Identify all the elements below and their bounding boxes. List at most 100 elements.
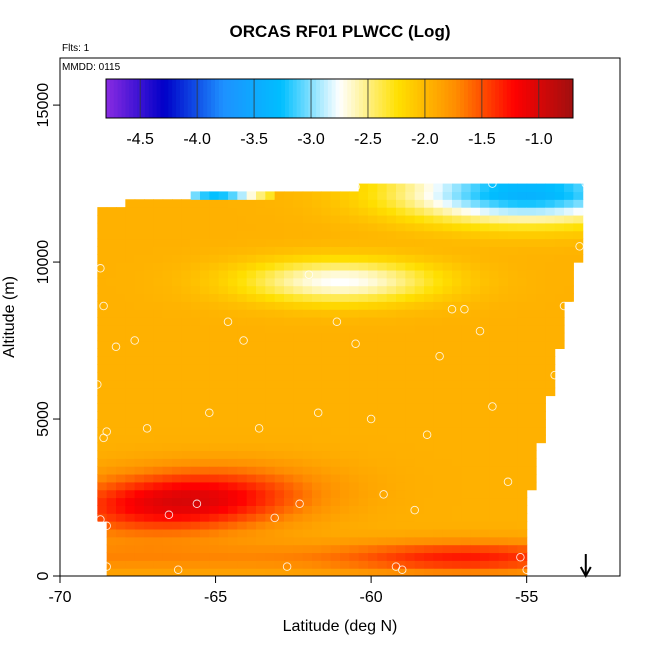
heatmap-cell <box>498 277 509 287</box>
colorbar-segment <box>499 79 504 118</box>
colorbar-segment <box>522 79 527 118</box>
heatmap-cell <box>414 214 425 224</box>
heatmap-cell <box>144 356 154 365</box>
heatmap-cell <box>498 262 509 271</box>
heatmap-cell <box>181 458 192 467</box>
heatmap-cell <box>162 340 173 349</box>
heatmap-cell <box>340 246 350 255</box>
heatmap-cell <box>340 544 350 554</box>
heatmap-cell <box>452 419 462 428</box>
heatmap-cell <box>125 568 136 576</box>
heatmap-cell <box>526 293 537 302</box>
heatmap-cell <box>190 544 201 554</box>
heatmap-cell <box>172 364 182 373</box>
heatmap-cell <box>498 348 509 357</box>
heatmap-cell <box>377 356 388 365</box>
heatmap-cell <box>405 230 416 240</box>
heatmap-cell <box>200 466 210 475</box>
heatmap-cell <box>330 277 341 287</box>
heatmap-cell <box>498 371 509 381</box>
heatmap-cell <box>144 497 154 506</box>
heatmap-cell <box>321 371 332 381</box>
heatmap-cell <box>312 466 322 475</box>
heatmap-cell <box>172 568 182 576</box>
heatmap-cell <box>508 324 518 334</box>
heatmap-cell <box>470 411 481 420</box>
heatmap-cell <box>237 473 248 483</box>
sample-point <box>435 351 444 361</box>
heatmap-cell <box>106 403 117 412</box>
heatmap-cell <box>144 348 154 357</box>
heatmap-cell <box>349 481 360 491</box>
heatmap-cell <box>274 489 285 499</box>
heatmap-cell <box>489 450 500 459</box>
heatmap-cell <box>377 434 388 444</box>
heatmap-cell <box>340 238 350 247</box>
heatmap-cell <box>134 489 145 499</box>
heatmap-cell <box>340 395 350 404</box>
heatmap-cell <box>414 230 425 240</box>
heatmap-cell <box>330 222 341 232</box>
heatmap-cell <box>265 356 276 365</box>
heatmap-cell <box>358 395 369 404</box>
heatmap-cell <box>256 207 266 216</box>
heatmap-cell <box>517 238 528 247</box>
heatmap-cell <box>517 536 528 546</box>
heatmap-cell <box>349 293 360 302</box>
heatmap-cell <box>461 262 472 271</box>
heatmap-cell <box>190 332 201 342</box>
heatmap-cell <box>452 262 462 271</box>
heatmap-cell <box>302 348 313 357</box>
heatmap-cell <box>246 262 257 271</box>
sample-point <box>304 270 314 279</box>
heatmap-cell <box>358 419 369 428</box>
heatmap-cell <box>228 442 238 452</box>
heatmap-cell <box>321 419 332 428</box>
heatmap-cell <box>368 403 378 412</box>
heatmap-cell <box>312 489 322 499</box>
heatmap-cell <box>181 332 192 342</box>
heatmap-cell <box>442 505 453 514</box>
heatmap-cell <box>508 442 518 452</box>
heatmap-cell <box>330 395 341 404</box>
heatmap-cell <box>228 426 238 436</box>
heatmap-cell <box>358 262 369 271</box>
heatmap-cell <box>190 340 201 349</box>
heatmap-cell <box>545 277 556 287</box>
heatmap-cell <box>144 340 154 349</box>
heatmap-cell <box>312 277 322 287</box>
heatmap-cell <box>190 403 201 412</box>
heatmap-cell <box>172 426 182 436</box>
heatmap-cell <box>405 317 416 326</box>
heatmap-cell <box>349 230 360 240</box>
heatmap-cell <box>452 285 462 295</box>
heatmap-cell <box>377 481 388 491</box>
heatmap-cell <box>340 269 350 279</box>
sample-point <box>295 499 304 509</box>
heatmap-cell <box>106 426 117 436</box>
heatmap-cell <box>134 450 145 459</box>
heatmap-cell <box>312 552 322 561</box>
sample-point <box>164 510 174 520</box>
heatmap-cell <box>144 513 154 522</box>
heatmap-cell <box>237 301 248 310</box>
heatmap-cell <box>106 442 117 452</box>
heatmap-cell <box>452 309 462 318</box>
heatmap-cell <box>153 199 164 208</box>
heatmap-cell <box>237 356 248 365</box>
heatmap-cell <box>498 560 509 569</box>
heatmap-cell <box>526 262 537 271</box>
heatmap-cell <box>349 450 360 459</box>
heatmap-cell <box>153 364 164 373</box>
sample-point <box>550 370 559 380</box>
heatmap-cell <box>461 222 472 232</box>
heatmap-cell <box>153 458 164 467</box>
heatmap-cell <box>321 348 332 357</box>
heatmap-cell <box>377 505 388 514</box>
heatmap-cell <box>498 230 509 240</box>
heatmap-cell <box>405 262 416 271</box>
heatmap-cell <box>190 442 201 452</box>
heatmap-cell <box>489 387 500 397</box>
heatmap-cell <box>480 246 490 255</box>
sample-point <box>522 565 531 574</box>
